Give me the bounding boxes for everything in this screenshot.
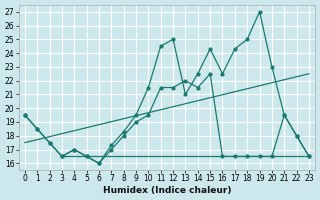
X-axis label: Humidex (Indice chaleur): Humidex (Indice chaleur) [103, 186, 231, 195]
